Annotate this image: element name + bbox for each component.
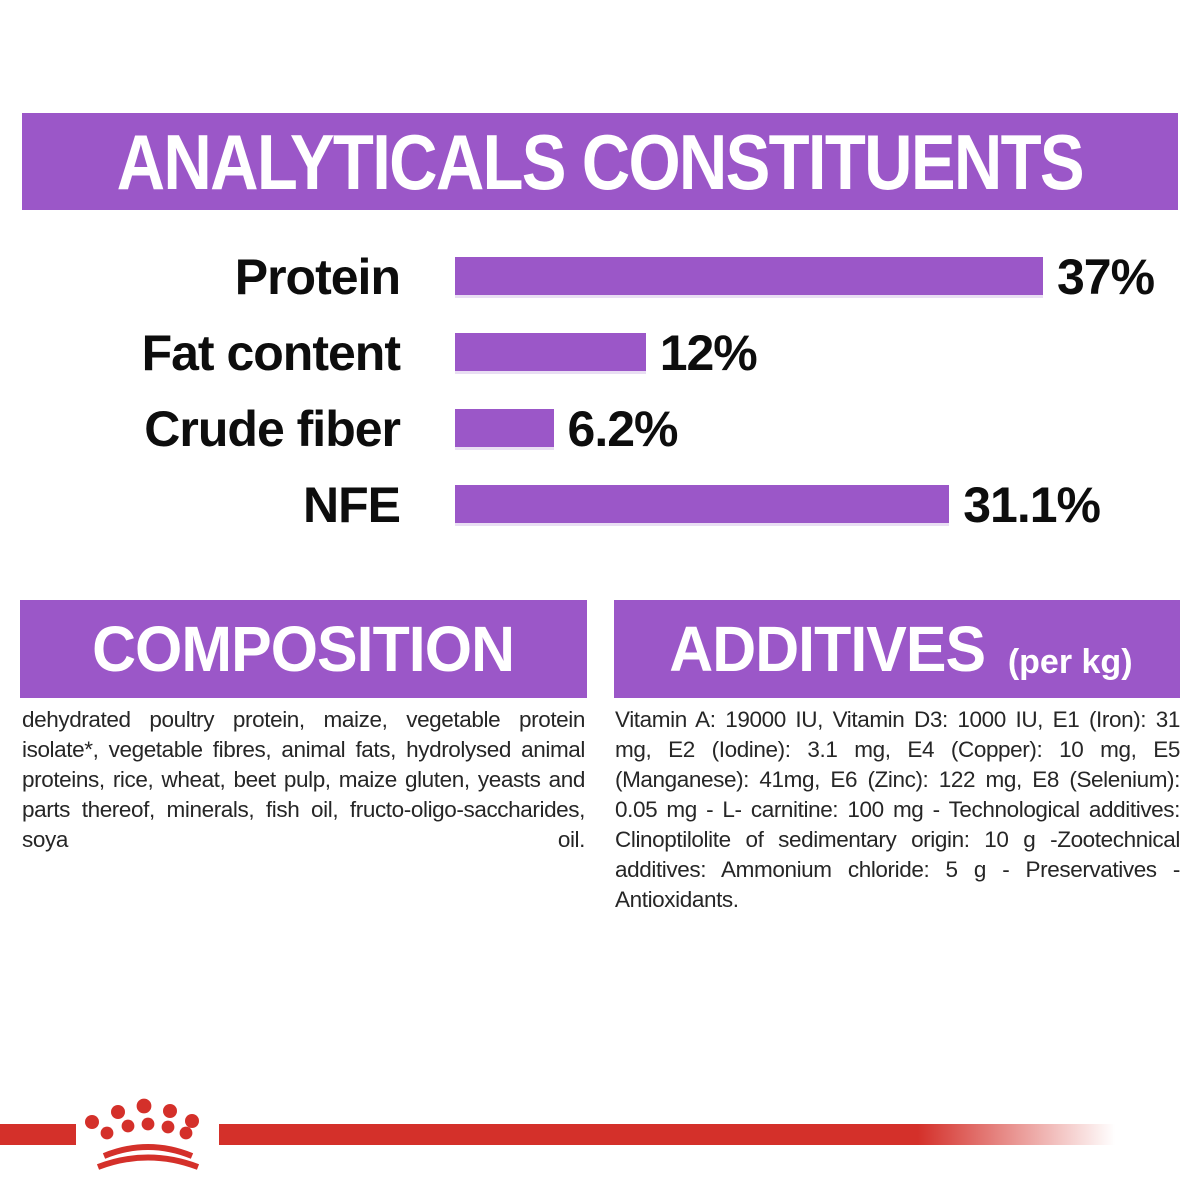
- analytical-constituents-banner: ANALYTICALS CONSTITUENTS: [22, 113, 1178, 210]
- chart-bar: [455, 484, 950, 526]
- banner-title: ANALYTICALS CONSTITUENTS: [116, 117, 1085, 206]
- additives-unit: (per kg): [1007, 643, 1133, 681]
- chart-bar: [455, 408, 554, 450]
- chart-value-label: 31.1%: [963, 477, 1101, 533]
- chart-row: NFE 31.1%: [0, 467, 1200, 543]
- chart-row: Protein 37%: [0, 239, 1200, 315]
- chart-value-label: 12%: [659, 325, 758, 381]
- red-divider-left: [0, 1124, 76, 1145]
- chart-value-label: 6.2%: [567, 401, 679, 457]
- chart-row: Fat content 12%: [0, 315, 1200, 391]
- royal-canin-crown-logo: [85, 1098, 200, 1170]
- additives-text: Vitamin A: 19000 IU, Vitamin D3: 1000 IU…: [615, 707, 1180, 912]
- chart-value-label: 37%: [1057, 249, 1155, 305]
- chart-category-label: Protein: [234, 249, 401, 305]
- chart-bar: [455, 256, 1043, 298]
- additives-title: ADDITIVES: [669, 613, 987, 685]
- chart-row: Crude fiber 6.2%: [0, 391, 1200, 467]
- chart-category-label: Fat content: [141, 325, 401, 381]
- constituents-chart: Protein 37% Fat content 12% Crude fiber 6.2% N…: [0, 239, 1200, 543]
- composition-text: dehydrated poultry protein, maize, veget…: [22, 707, 585, 852]
- chart-category-label: NFE: [303, 477, 401, 533]
- chart-category-label: Crude fiber: [144, 401, 401, 457]
- red-divider-right: [219, 1124, 1115, 1145]
- chart-bar: [455, 332, 646, 374]
- composition-title: COMPOSITION: [92, 613, 516, 685]
- additives-header: ADDITIVES (per kg): [614, 600, 1180, 698]
- composition-header: COMPOSITION: [20, 600, 587, 698]
